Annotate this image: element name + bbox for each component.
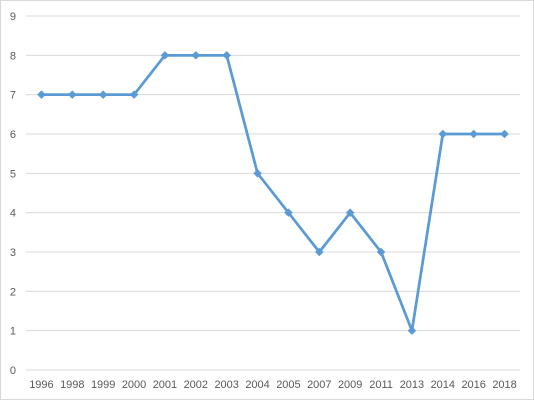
y-tick-label: 8	[10, 50, 16, 62]
x-tick-label: 2009	[338, 379, 362, 391]
data-point-marker	[67, 90, 77, 100]
x-tick-label: 2013	[400, 379, 424, 391]
y-tick-label: 4	[10, 208, 16, 220]
x-tick-label: 1996	[29, 379, 53, 391]
y-tick-label: 2	[10, 286, 16, 298]
data-point-marker	[314, 247, 324, 257]
x-tick-label: 2007	[307, 379, 331, 391]
y-tick-label: 5	[10, 168, 16, 180]
x-tick-label: 2003	[214, 379, 238, 391]
data-point-marker	[345, 208, 355, 218]
x-tick-label: 2018	[492, 379, 516, 391]
series-line	[40, 53, 506, 333]
data-point-marker	[222, 50, 232, 60]
y-tick-labels: 0 1 2 3 4 5 6 7 8 9	[10, 11, 16, 377]
x-tick-labels: 1996 1998 1999 2000 2001 2002 2003 2004 2005 2007…	[29, 379, 517, 391]
y-tick-label: 3	[10, 247, 16, 259]
data-point-marker	[37, 90, 46, 100]
data-point-marker	[407, 326, 417, 336]
x-tick-label: 1999	[91, 379, 115, 391]
data-point-marker	[253, 168, 262, 178]
y-tick-label: 1	[10, 326, 16, 338]
data-point-marker	[160, 50, 170, 60]
data-point-marker	[500, 129, 509, 139]
gridlines	[26, 15, 520, 332]
x-tick-label: 2000	[122, 379, 146, 391]
x-tick-label: 2001	[153, 379, 177, 391]
x-tick-label: 1998	[60, 379, 84, 391]
x-tick-label: 2011	[369, 379, 393, 391]
data-point-marker	[376, 247, 386, 257]
y-tick-label: 7	[10, 90, 16, 102]
x-tick-label: 2005	[276, 379, 300, 391]
y-tick-label: 9	[10, 11, 16, 23]
y-tick-label: 6	[10, 129, 16, 141]
data-point-marker	[284, 208, 293, 218]
data-point-marker	[469, 129, 479, 139]
data-point-marker	[438, 129, 448, 139]
x-tick-label: 2014	[431, 379, 455, 391]
x-tick-label: 2004	[245, 379, 269, 391]
y-tick-label: 0	[10, 365, 16, 377]
series	[37, 50, 509, 336]
data-point-marker	[98, 90, 108, 100]
data-point-marker	[191, 50, 201, 60]
data-point-marker	[129, 90, 139, 100]
x-tick-label: 2016	[461, 379, 485, 391]
x-tick-label: 2002	[184, 379, 208, 391]
